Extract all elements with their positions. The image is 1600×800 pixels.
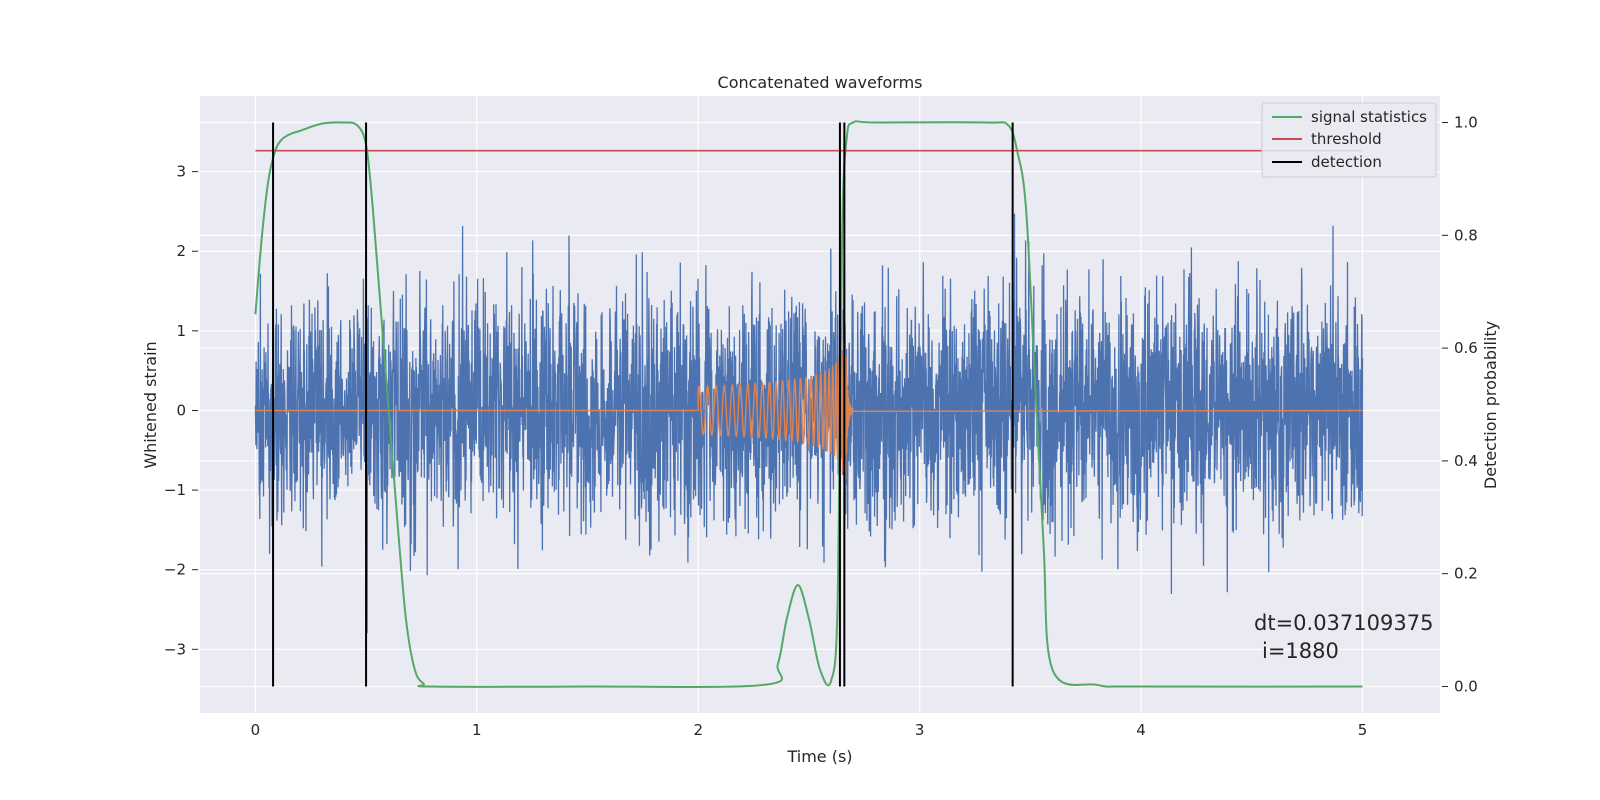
y2-tick-label: 0.2 — [1454, 565, 1478, 583]
x-tick-label: 0 — [251, 721, 261, 739]
y2-tick-label: 1.0 — [1454, 114, 1478, 132]
y2-tick-label: 0.4 — [1454, 452, 1478, 470]
y-tick-label: 0 — [176, 401, 186, 419]
y2-axis-label: Detection probability — [1481, 321, 1500, 489]
x-tick-label: 4 — [1136, 721, 1146, 739]
y2-tick-label: 0.8 — [1454, 226, 1478, 244]
strain-series — [254, 213, 1364, 634]
x-tick-label: 1 — [472, 721, 482, 739]
chart-title: Concatenated waveforms — [718, 73, 923, 92]
x-tick-label: 2 — [693, 721, 703, 739]
annotation-i: i=1880 — [1262, 639, 1339, 663]
x-tick-label: 5 — [1358, 721, 1368, 739]
probability-series — [254, 120, 1363, 688]
legend-label-detection: detection — [1311, 153, 1382, 171]
y-tick-label: −1 — [164, 481, 186, 499]
signal-statistics-line — [254, 120, 1363, 688]
legend-label-threshold: threshold — [1311, 130, 1382, 148]
y-tick-label: 2 — [176, 242, 186, 260]
chirp-signal-line — [255, 274, 1363, 522]
y-axis-label: Whitened strain — [141, 341, 160, 468]
legend: signal statistics threshold detection — [1261, 102, 1437, 178]
legend-label-signal-statistics: signal statistics — [1311, 108, 1427, 126]
y2-tick-label: 0.0 — [1454, 677, 1478, 695]
x-tick-label: 3 — [915, 721, 925, 739]
y-tick-label: −3 — [164, 640, 186, 658]
annotation-dt: dt=0.037109375 — [1254, 611, 1433, 635]
x-axis-label: Time (s) — [786, 747, 852, 766]
ticks: 0 1 2 3 4 5 −3 −2 −1 0 1 2 3 0.0 0.2 0.4 0.6 0.8 1.0 — [164, 114, 1478, 739]
y-tick-label: 1 — [176, 322, 186, 340]
y-tick-label: −2 — [164, 561, 186, 579]
strain-noise-line — [254, 213, 1364, 634]
y2-tick-label: 0.6 — [1454, 339, 1478, 357]
legend-box — [1261, 102, 1437, 178]
y-tick-label: 3 — [176, 163, 186, 181]
